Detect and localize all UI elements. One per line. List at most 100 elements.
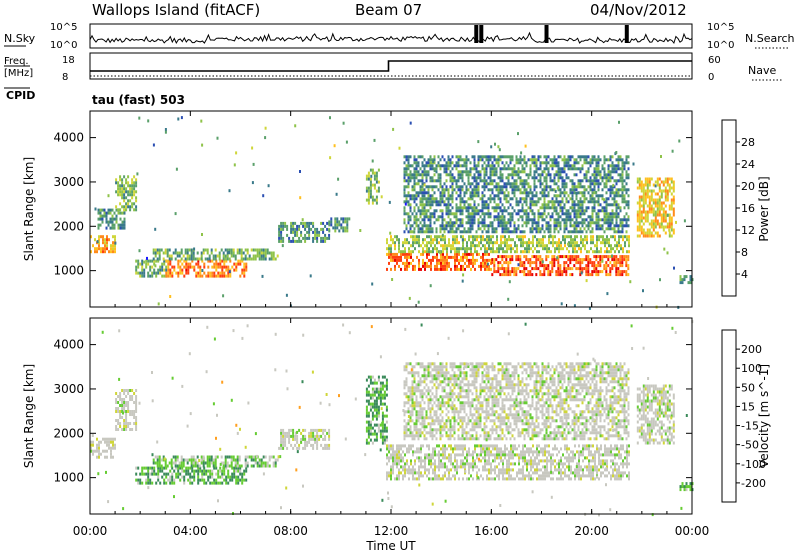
data-cell bbox=[451, 185, 454, 189]
data-cell bbox=[503, 261, 506, 265]
data-cell bbox=[581, 230, 584, 234]
data-cell bbox=[563, 218, 566, 222]
data-cell bbox=[404, 465, 406, 469]
data-cell bbox=[252, 458, 255, 462]
data-cell bbox=[119, 190, 122, 194]
data-cell bbox=[452, 238, 454, 242]
data-cell bbox=[557, 218, 560, 222]
data-cell bbox=[595, 218, 598, 222]
data-cell bbox=[425, 200, 428, 204]
data-cell bbox=[569, 267, 572, 271]
data-cell bbox=[227, 274, 230, 278]
data-cell bbox=[141, 472, 144, 476]
data-cell bbox=[300, 431, 303, 435]
data-cell bbox=[97, 217, 100, 221]
data-cell bbox=[620, 244, 622, 248]
data-cell bbox=[390, 252, 392, 256]
scatter-cell bbox=[609, 222, 612, 226]
data-cell bbox=[407, 230, 410, 234]
data-cell bbox=[243, 274, 246, 278]
data-cell bbox=[392, 471, 394, 475]
data-cell bbox=[449, 158, 452, 162]
data-cell bbox=[211, 274, 214, 278]
data-cell bbox=[654, 201, 657, 205]
data-cell bbox=[547, 167, 550, 171]
data-cell bbox=[235, 481, 238, 485]
data-cell bbox=[578, 244, 580, 248]
data-cell bbox=[607, 215, 610, 219]
data-cell bbox=[431, 197, 434, 201]
data-cell bbox=[104, 241, 106, 245]
data-cell bbox=[521, 261, 524, 265]
data-cell bbox=[177, 472, 180, 476]
data-cell bbox=[581, 224, 584, 228]
data-cell bbox=[433, 221, 436, 225]
data-cell bbox=[383, 384, 386, 388]
data-cell bbox=[456, 267, 458, 271]
data-cell bbox=[483, 224, 486, 228]
data-cell bbox=[123, 226, 126, 230]
data-cell bbox=[406, 459, 408, 463]
data-cell bbox=[617, 179, 620, 183]
data-cell bbox=[528, 247, 530, 251]
beam-title: Beam 07 bbox=[355, 1, 422, 19]
scatter-cell bbox=[252, 162, 255, 166]
data-cell bbox=[135, 404, 138, 407]
data-cell bbox=[521, 170, 524, 174]
data-cell bbox=[417, 209, 420, 213]
data-cell bbox=[646, 216, 649, 220]
data-cell bbox=[636, 228, 639, 232]
data-cell bbox=[298, 446, 301, 450]
data-cell bbox=[561, 255, 564, 259]
data-cell bbox=[386, 444, 388, 448]
data-cell bbox=[607, 218, 610, 222]
data-cell bbox=[650, 210, 653, 214]
data-cell bbox=[411, 173, 414, 177]
data-cell bbox=[183, 265, 186, 269]
data-cell bbox=[599, 173, 602, 177]
data-cell bbox=[648, 210, 651, 214]
data-cell bbox=[603, 221, 606, 225]
data-cell bbox=[145, 481, 148, 485]
data-cell bbox=[482, 252, 484, 256]
data-cell bbox=[312, 230, 315, 234]
data-cell bbox=[239, 469, 242, 473]
data-cell bbox=[507, 155, 510, 159]
data-cell bbox=[415, 194, 418, 198]
data-cell bbox=[621, 227, 624, 231]
data-cell bbox=[125, 178, 128, 182]
data-cell bbox=[469, 206, 472, 210]
data-cell bbox=[613, 224, 616, 228]
data-cell bbox=[176, 458, 179, 462]
data-cell bbox=[537, 173, 540, 177]
data-cell bbox=[215, 262, 218, 266]
data-cell bbox=[486, 250, 488, 254]
data-cell bbox=[398, 258, 400, 262]
data-cell bbox=[430, 235, 432, 239]
data-cell bbox=[447, 206, 450, 210]
data-cell bbox=[434, 264, 436, 268]
data-cell bbox=[238, 251, 241, 255]
data-cell bbox=[398, 255, 400, 259]
data-cell bbox=[133, 202, 136, 206]
data-cell bbox=[409, 230, 412, 234]
data-cell bbox=[558, 250, 560, 254]
scatter-cell bbox=[200, 119, 203, 123]
data-cell bbox=[486, 241, 488, 245]
data-cell bbox=[149, 259, 152, 263]
data-cell bbox=[121, 428, 124, 431]
data-cell bbox=[527, 173, 530, 177]
data-cell bbox=[489, 221, 492, 225]
data-cell bbox=[660, 219, 663, 223]
data-cell bbox=[96, 446, 98, 450]
data-cell bbox=[541, 191, 544, 195]
data-cell bbox=[571, 209, 574, 213]
data-cell bbox=[483, 221, 486, 225]
data-cell bbox=[617, 215, 620, 219]
data-cell bbox=[662, 225, 665, 229]
data-cell bbox=[461, 221, 464, 225]
data-cell bbox=[398, 264, 400, 268]
data-cell bbox=[515, 161, 518, 165]
data-cell bbox=[495, 170, 498, 174]
data-cell bbox=[448, 264, 450, 268]
